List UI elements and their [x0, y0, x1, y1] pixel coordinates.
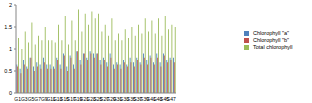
svg-text:1.5: 1.5	[8, 24, 12, 30]
svg-text:G47: G47	[166, 96, 176, 102]
svg-text:0: 0	[9, 90, 12, 96]
svg-text:2: 2	[9, 2, 12, 8]
svg-text:1: 1	[9, 46, 12, 52]
svg-text:0.5: 0.5	[8, 68, 12, 74]
